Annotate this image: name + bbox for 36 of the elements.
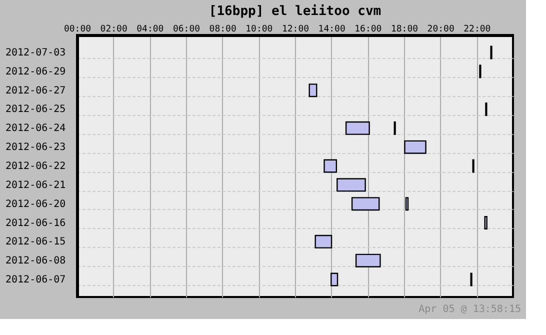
bar <box>351 197 380 211</box>
x-tick-label: 04:00 <box>136 24 164 34</box>
y-tick-label: 2012-06-23 <box>6 142 66 154</box>
y-tick-label: 2012-06-25 <box>6 104 66 116</box>
bar <box>324 159 338 173</box>
y-tick-label: 2012-06-07 <box>6 274 66 286</box>
x-tick-label: 02:00 <box>100 24 128 34</box>
x-tick-label: 12:00 <box>282 24 310 34</box>
y-tick-label: 2012-06-29 <box>6 66 66 78</box>
x-tick-label: 16:00 <box>354 24 382 34</box>
x-tick-label: 06:00 <box>172 24 200 34</box>
bar <box>484 216 488 230</box>
bar <box>314 234 332 248</box>
bar <box>345 121 370 135</box>
y-tick-label: 2012-06-22 <box>6 161 66 172</box>
bar <box>404 140 426 154</box>
bar <box>308 84 318 98</box>
y-tick-label: 2012-06-27 <box>6 85 66 96</box>
y-tick-label: 2012-06-21 <box>6 180 66 191</box>
x-tick-label: 22:00 <box>464 24 491 34</box>
y-tick-label: 2012-06-16 <box>6 218 66 229</box>
x-tick-label: 10:00 <box>246 24 273 34</box>
x-tick-label: 08:00 <box>209 24 236 34</box>
bar <box>330 272 338 286</box>
bar <box>355 254 381 268</box>
x-tick-label: 14:00 <box>318 24 346 34</box>
x-tick-label: 20:00 <box>427 24 454 34</box>
bar <box>336 178 366 192</box>
y-tick-label: 2012-07-03 <box>6 48 66 58</box>
y-tick-label: 2012-06-24 <box>6 123 66 134</box>
x-tick-label: 00:00 <box>64 24 92 34</box>
x-tick-label: 18:00 <box>390 24 418 34</box>
chart-title: [16bpp] el leiitoo cvm <box>208 4 382 19</box>
y-tick-label: 2012-06-15 <box>6 236 66 248</box>
y-tick-label: 2012-06-08 <box>6 256 66 267</box>
y-tick-label: 2012-06-20 <box>6 198 66 210</box>
